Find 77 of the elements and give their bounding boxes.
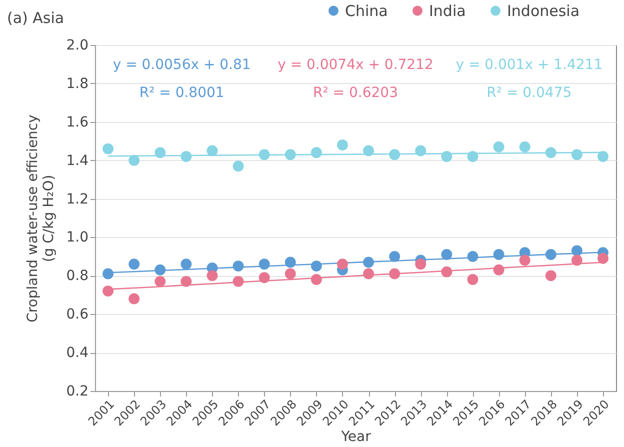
y-tick-label: 1.2: [66, 191, 88, 208]
point: [571, 254, 582, 266]
legend-label: China: [345, 2, 388, 20]
point: [441, 151, 452, 162]
annotation: y = 0.001x + 1.4211: [456, 57, 603, 73]
point: [154, 276, 166, 287]
point: [128, 258, 140, 270]
point: [154, 147, 166, 158]
point: [232, 160, 244, 172]
point: [389, 149, 400, 160]
point: [571, 149, 582, 160]
point: [154, 264, 166, 276]
point: [467, 274, 478, 285]
y-axis-title: Cropland water-use efficiency (g C/kg H₂O): [25, 114, 58, 322]
point: [467, 250, 478, 262]
point: [232, 276, 244, 287]
point: [415, 258, 426, 270]
point: [284, 149, 296, 160]
point: [128, 293, 140, 304]
point: [102, 143, 114, 154]
y-tick-label: 1.6: [66, 114, 89, 130]
point: [337, 258, 348, 270]
annotation: R² = 0.8001: [139, 85, 224, 101]
chart-title: (a) Asia: [7, 9, 64, 27]
point: [310, 147, 322, 158]
y-tick-label: 1.4: [66, 152, 89, 169]
y-tick-label: 0.8: [66, 268, 88, 284]
y-tick-label: 1.0: [66, 230, 88, 246]
point: [310, 260, 322, 272]
annotation: y = 0.0056x + 0.81: [112, 57, 251, 73]
point: [128, 154, 140, 166]
point: [102, 268, 114, 280]
point: [206, 270, 218, 282]
point: [363, 256, 374, 268]
point: [389, 250, 400, 262]
legend-label: India: [429, 2, 466, 20]
point: [180, 258, 192, 270]
y-tick-label: 2.0: [66, 38, 88, 54]
point: [337, 139, 348, 150]
point: [545, 147, 556, 158]
point: [310, 274, 322, 285]
point: [441, 249, 452, 260]
annotation: y = 0.0074x + 0.7212: [278, 57, 434, 73]
point: [519, 141, 530, 152]
point: [545, 270, 556, 282]
point: [441, 266, 452, 278]
point: [284, 256, 296, 268]
y-tick-label: 1.8: [66, 76, 88, 92]
point: [493, 249, 504, 260]
y-tick-label: 0.6: [66, 306, 89, 323]
legend-label: Indonesia: [507, 2, 580, 20]
point: [415, 145, 426, 156]
point: [571, 245, 582, 256]
point: [598, 252, 608, 264]
point: [258, 258, 270, 270]
point: [363, 268, 374, 280]
point: [180, 151, 192, 162]
point: [284, 268, 296, 280]
point: [258, 272, 270, 284]
point: [206, 145, 218, 156]
x-axis-title: Year: [340, 428, 372, 445]
point: [493, 264, 504, 276]
point: [598, 151, 608, 162]
point: [389, 268, 400, 280]
point: [232, 260, 244, 272]
y-tick-label: 0.2: [66, 384, 88, 400]
point: [363, 145, 374, 156]
point: [493, 141, 504, 152]
annotation: R² = 0.6203: [313, 85, 398, 101]
point: [545, 249, 556, 260]
point: [102, 286, 114, 297]
point: [258, 149, 270, 160]
annotation: R² = 0.0475: [486, 85, 572, 101]
y-tick-label: 0.4: [66, 345, 89, 362]
point: [467, 151, 478, 162]
point: [180, 276, 192, 287]
point: [519, 254, 530, 266]
